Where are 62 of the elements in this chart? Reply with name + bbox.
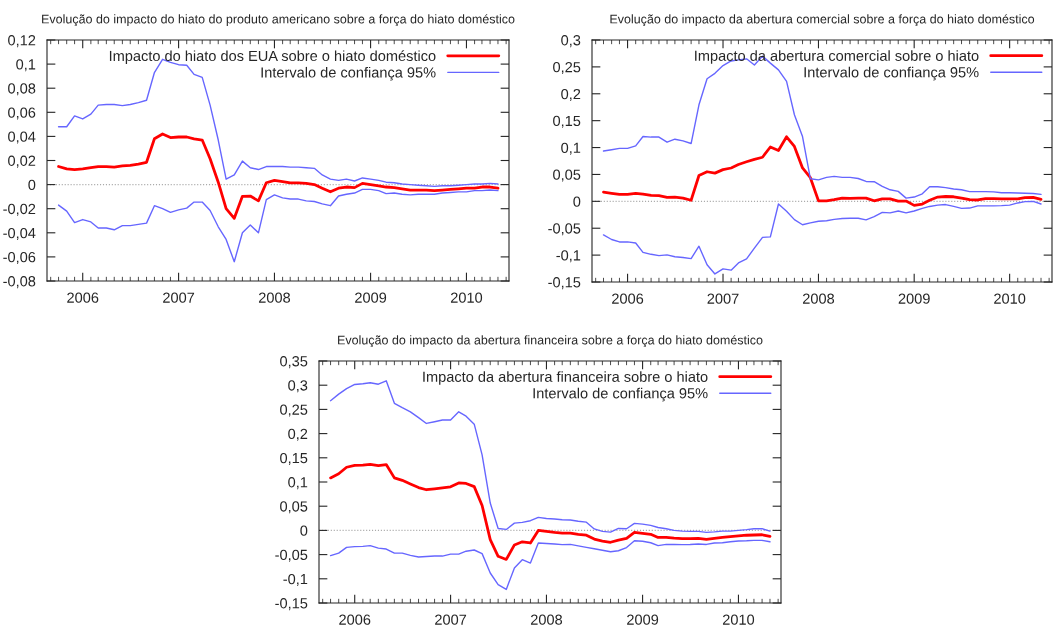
y-tick-label: 0,2	[561, 88, 581, 101]
x-tick-label: 2007	[163, 292, 195, 303]
line-series	[329, 462, 772, 561]
y-tick-label: -0,05	[548, 223, 581, 236]
legend-label: Intervalo de confiança 95%	[804, 66, 979, 81]
y-tick-label: 0,25	[553, 61, 581, 75]
x-tick-label: 2010	[994, 293, 1026, 304]
legend-label: Intervalo de confiança 95%	[261, 66, 436, 81]
line-series	[602, 135, 1043, 207]
x-tick-label: 2008	[258, 292, 291, 303]
y-tick-label: 0,02	[8, 155, 36, 168]
y-tick-label: 0,06	[8, 107, 36, 120]
x-tick-label: 2006	[339, 614, 371, 625]
x-tick-label: 2009	[355, 292, 387, 303]
chart-title: Evolução do impacto da abertura financeira sobre a força do hiato doméstico	[338, 335, 763, 347]
line-series	[57, 188, 499, 263]
x-tick-label: 2009	[898, 293, 930, 304]
y-tick-label: 0,1	[561, 142, 581, 155]
y-tick-label: 0,15	[280, 452, 308, 465]
y-tick-label: 0,3	[561, 35, 581, 48]
y-tick-label: 0	[573, 196, 581, 207]
y-tick-label: -0,1	[556, 250, 581, 263]
x-tick-label: 2009	[627, 614, 659, 625]
line-series	[57, 132, 500, 220]
legend-label: Impacto do hiato dos EUA sobre o hiato doméstico	[109, 50, 436, 64]
y-tick-label: 0	[300, 525, 308, 536]
y-tick-label: -0,04	[3, 227, 36, 240]
y-tick-label: -0,05	[275, 549, 308, 562]
y-tick-label: 0,04	[8, 131, 36, 144]
legend-label: Impacto da abertura comercial sobre o hiato	[695, 50, 979, 64]
x-tick-label: 2008	[802, 293, 835, 304]
y-tick-label: -0,15	[548, 277, 581, 290]
y-tick-label: 0,08	[8, 83, 36, 96]
x-tick-label: 2008	[530, 614, 563, 625]
line-series	[329, 539, 771, 591]
legend-label: Impacto da abertura financeira sobre o hiato	[423, 371, 708, 385]
legend-label: Intervalo de confiança 95%	[533, 387, 708, 402]
y-tick-label: 0,12	[8, 35, 36, 48]
chart-title: Evolução do impacto do hiato do produto americano sobre a força do hiato doméstico	[42, 14, 515, 26]
y-tick-label: 0,3	[288, 380, 308, 393]
y-tick-label: 0,15	[553, 115, 581, 128]
y-tick-label: -0,08	[3, 276, 36, 289]
y-tick-label: 0,05	[280, 501, 308, 514]
line-series	[602, 200, 1042, 275]
y-tick-label: 0,1	[16, 59, 36, 72]
y-tick-label: 0	[28, 179, 36, 191]
y-tick-label: 0,1	[288, 477, 308, 490]
x-tick-label: 2010	[722, 614, 755, 625]
y-tick-label: -0,1	[283, 573, 308, 586]
x-tick-label: 2006	[612, 293, 644, 304]
x-tick-label: 2006	[67, 292, 99, 303]
y-tick-label: -0,02	[3, 203, 36, 216]
y-tick-label: -0,15	[275, 598, 308, 611]
chart-title: Evolução do impacto da abertura comercial sobre a força do hiato doméstico	[610, 14, 1035, 26]
x-tick-label: 2007	[707, 293, 739, 304]
y-tick-label: 0,25	[280, 404, 308, 417]
x-tick-label: 2010	[450, 292, 483, 303]
y-tick-label: 0,05	[553, 169, 581, 182]
y-tick-label: -0,06	[3, 252, 36, 265]
x-tick-label: 2007	[435, 614, 467, 625]
y-tick-label: 0,35	[280, 356, 308, 369]
y-tick-label: 0,2	[288, 428, 308, 441]
